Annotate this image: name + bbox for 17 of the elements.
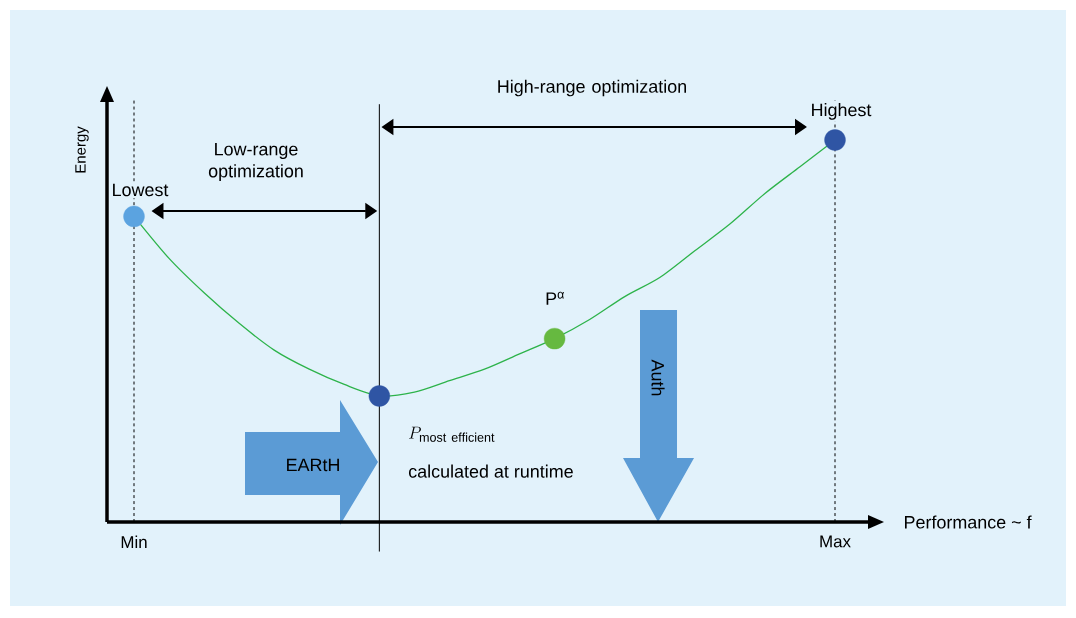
point (824, 129, 846, 151)
annotation: Auth (651, 359, 665, 396)
annotation: Lowest (113, 183, 169, 197)
annotation: Low-range optimization (208, 143, 303, 181)
annotation: Highest (812, 103, 872, 120)
x-tick-label: Min (121, 535, 147, 548)
x-tick-label: Max (820, 535, 851, 548)
point (543, 327, 566, 350)
y-axis-title: Energy (75, 126, 89, 173)
x-axis-title: Performance ~ f (905, 515, 1032, 529)
point (368, 385, 391, 407)
text: High-range optimization (498, 79, 686, 97)
annotation: calculated at runtime (408, 464, 573, 478)
annotation: $P_{\mathrm{most\ efficient}}$ (409, 426, 495, 442)
annotation: P$^{α}$ (546, 291, 564, 305)
point (123, 205, 145, 228)
annotation: EARtH (287, 458, 339, 472)
